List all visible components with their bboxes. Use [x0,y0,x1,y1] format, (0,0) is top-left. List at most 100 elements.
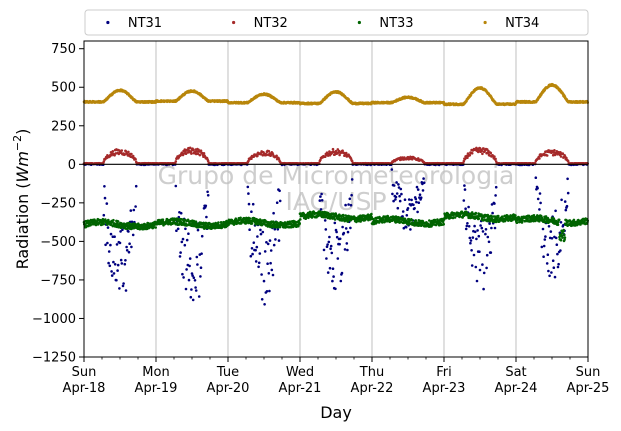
point-nt31 [394,198,397,201]
point-nt33 [556,223,560,227]
point-nt33 [497,214,500,218]
point-nt33 [572,218,576,222]
point-nt31 [111,235,115,238]
point-nt31 [328,235,331,239]
point-nt31 [251,202,255,206]
point-nt31 [333,221,337,225]
point-nt32 [481,152,484,156]
point-nt33 [380,221,384,224]
point-nt31 [326,271,330,274]
point-nt31 [194,289,198,292]
legend-marker-nt32 [232,20,236,25]
point-nt31 [554,209,557,213]
point-nt33 [563,238,566,241]
point-nt31 [550,271,553,274]
point-nt31 [266,242,270,246]
point-nt31 [538,192,542,195]
point-nt31 [105,202,109,205]
point-nt31 [206,194,210,197]
point-nt31 [546,253,550,256]
point-nt31 [196,228,200,232]
point-nt31 [329,244,333,248]
point-nt31 [250,247,254,250]
point-nt31 [255,245,259,249]
point-nt31 [560,198,563,202]
point-nt31 [324,228,328,231]
point-nt31 [473,224,476,228]
point-nt31 [194,286,197,289]
point-nt31 [109,232,113,236]
point-nt31 [260,273,263,276]
point-nt31 [188,264,191,268]
point-nt31 [181,272,184,276]
point-nt31 [195,255,199,259]
point-nt31 [494,194,497,197]
point-nt31 [398,199,402,203]
point-nt31 [205,215,208,219]
point-nt31 [121,228,124,232]
point-nt31 [332,275,335,278]
legend: NT31 NT32 NT33 NT34 [84,9,589,36]
point-nt32 [190,152,193,155]
point-nt31 [350,178,354,181]
point-nt31 [467,225,471,228]
point-nt32 [102,160,106,163]
point-nt31 [542,244,546,248]
point-nt33 [562,228,565,232]
point-nt31 [257,261,261,265]
point-nt31 [347,203,350,206]
point-nt33 [329,217,332,220]
point-nt32 [410,158,414,161]
point-nt32 [480,149,484,153]
point-nt31 [261,230,265,234]
point-nt31 [543,238,547,241]
point-nt31 [107,250,111,253]
point-nt31 [391,192,394,196]
point-nt31 [127,250,131,254]
point-nt31 [397,183,400,186]
point-nt31 [179,211,183,215]
point-nt31 [182,276,185,279]
point-nt31 [112,272,116,275]
point-nt31 [405,214,409,217]
point-nt33 [449,216,453,219]
point-nt31 [121,284,125,288]
point-nt31 [344,203,347,207]
point-nt33 [414,219,418,222]
point-nt31 [246,185,250,189]
point-nt31 [556,265,560,269]
point-nt31 [272,243,276,247]
point-nt31 [415,185,419,189]
point-nt31 [196,263,199,266]
point-nt31 [103,185,106,188]
point-nt32 [334,149,338,153]
point-nt32 [120,149,124,152]
point-nt31 [204,204,208,208]
point-nt31 [488,222,491,225]
point-nt31 [125,249,129,252]
point-nt31 [545,262,549,265]
point-nt32 [113,154,116,157]
point-nt33 [239,216,242,220]
point-nt31 [175,229,178,232]
point-nt31 [470,249,473,252]
point-nt32 [338,153,341,157]
point-nt33 [515,221,519,224]
point-nt31 [107,261,110,265]
point-nt32 [188,146,192,150]
point-nt31 [193,279,197,282]
point-nt31 [539,201,542,205]
point-nt31 [179,251,182,254]
point-nt31 [551,259,555,263]
point-nt31 [260,298,264,301]
point-nt33 [288,220,292,223]
point-nt31 [116,263,120,267]
point-nt32 [256,154,259,158]
point-nt31 [477,234,481,238]
point-nt31 [349,203,353,207]
point-nt32 [545,154,549,157]
point-nt31 [118,241,122,245]
point-nt33 [333,218,337,221]
point-nt31 [398,194,401,198]
point-nt33 [544,215,548,218]
